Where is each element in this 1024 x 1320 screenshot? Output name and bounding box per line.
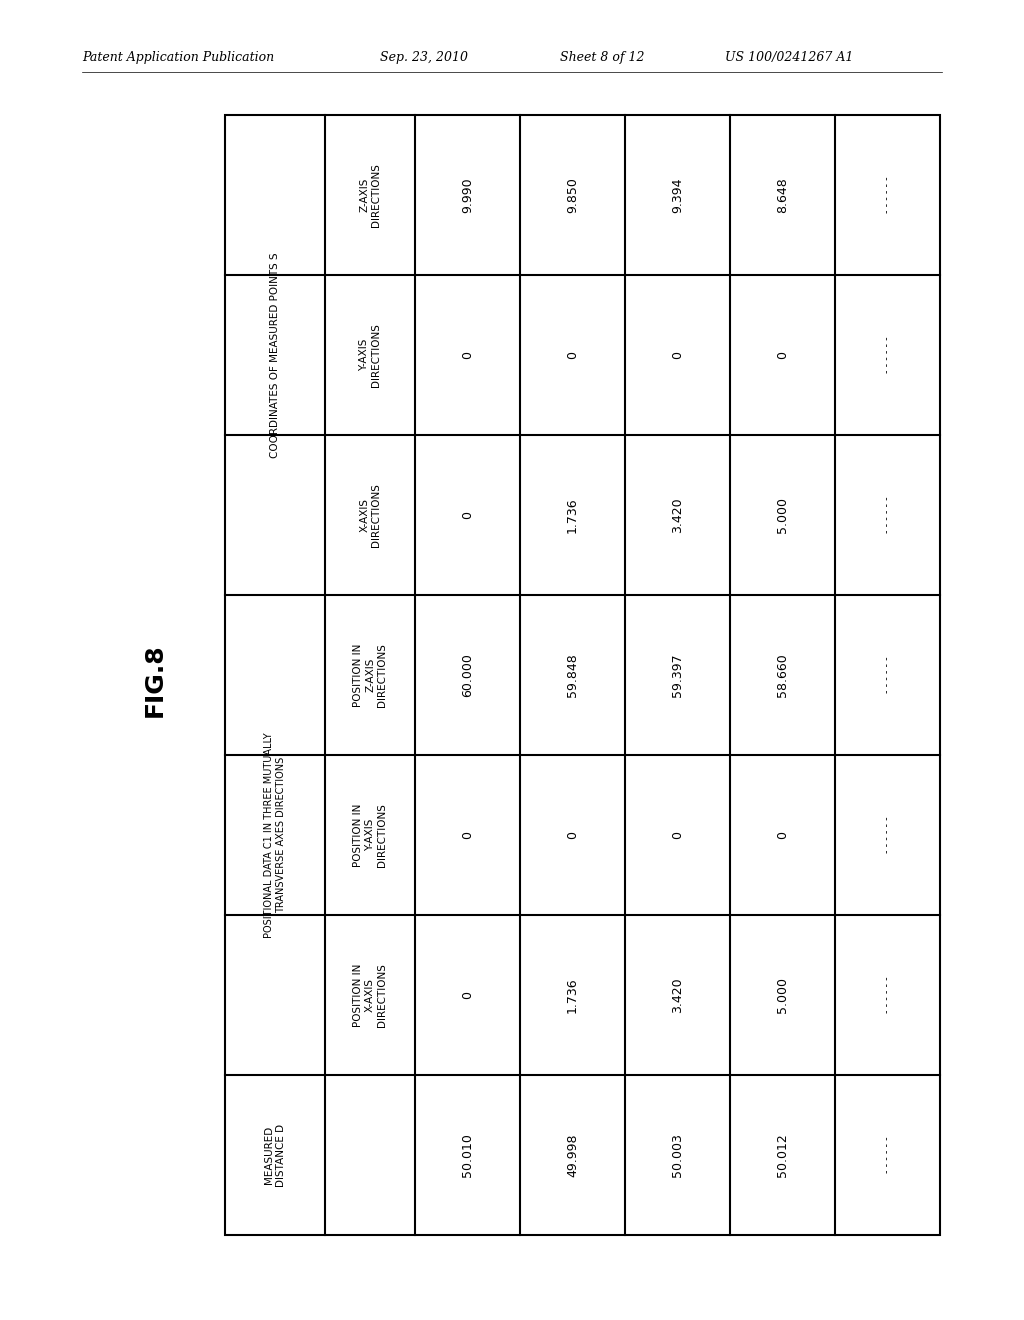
Text: POSITION IN
Y-AXIS
DIRECTIONS: POSITION IN Y-AXIS DIRECTIONS [353,803,387,867]
Text: Z-AXIS
DIRECTIONS: Z-AXIS DIRECTIONS [359,164,381,227]
Text: 50.012: 50.012 [776,1133,790,1177]
Text: 59.397: 59.397 [671,653,684,697]
Text: 0: 0 [461,511,474,519]
Text: 5.000: 5.000 [776,977,790,1012]
Text: 3.420: 3.420 [671,498,684,533]
Text: 0: 0 [461,832,474,840]
Text: 0: 0 [671,832,684,840]
Text: 0: 0 [461,991,474,999]
Text: Patent Application Publication: Patent Application Publication [82,51,274,65]
Text: - - - - - -: - - - - - - [883,817,893,853]
Text: 9.990: 9.990 [461,177,474,213]
Text: - - - - - -: - - - - - - [883,496,893,533]
Text: Sep. 23, 2010: Sep. 23, 2010 [380,51,468,65]
Text: 0: 0 [671,351,684,359]
Text: - - - - - -: - - - - - - [883,977,893,1014]
Text: - - - - - -: - - - - - - [883,177,893,214]
Text: 1.736: 1.736 [566,498,579,533]
Text: 0: 0 [461,351,474,359]
Text: - - - - - -: - - - - - - [883,656,893,693]
Text: 58.660: 58.660 [776,653,790,697]
Text: 0: 0 [566,832,579,840]
Text: Sheet 8 of 12: Sheet 8 of 12 [560,51,644,65]
Text: 49.998: 49.998 [566,1134,579,1176]
Text: COORDINATES OF MEASURED POINTS S: COORDINATES OF MEASURED POINTS S [270,252,280,458]
Text: US 100/0241267 A1: US 100/0241267 A1 [725,51,853,65]
Text: 1.736: 1.736 [566,977,579,1012]
Text: POSITION IN
Z-AXIS
DIRECTIONS: POSITION IN Z-AXIS DIRECTIONS [353,643,387,708]
Text: 0: 0 [566,351,579,359]
Text: Y-AXIS
DIRECTIONS: Y-AXIS DIRECTIONS [359,323,381,387]
Text: 9.850: 9.850 [566,177,579,213]
Text: POSITION IN
X-AXIS
DIRECTIONS: POSITION IN X-AXIS DIRECTIONS [353,964,387,1027]
Text: - - - - - -: - - - - - - [883,337,893,374]
Text: FIG.8: FIG.8 [143,643,167,717]
Text: 0: 0 [776,832,790,840]
Text: 59.848: 59.848 [566,653,579,697]
Text: 0: 0 [776,351,790,359]
Text: 50.010: 50.010 [461,1133,474,1177]
Text: 8.648: 8.648 [776,177,790,213]
Text: 50.003: 50.003 [671,1133,684,1177]
Text: 9.394: 9.394 [671,177,684,213]
Text: 3.420: 3.420 [671,977,684,1012]
Text: - - - - - -: - - - - - - [883,1137,893,1173]
Text: 5.000: 5.000 [776,498,790,533]
Text: POSITIONAL DATA C1 IN THREE MUTUALLY
TRANSVERSE AXES DIRECTIONS: POSITIONAL DATA C1 IN THREE MUTUALLY TRA… [264,733,286,937]
Bar [225,115,940,1236]
Text: 60.000: 60.000 [461,653,474,697]
Text: X-AXIS
DIRECTIONS: X-AXIS DIRECTIONS [359,483,381,546]
Text: MEASURED
DISTANCE D: MEASURED DISTANCE D [264,1123,286,1187]
